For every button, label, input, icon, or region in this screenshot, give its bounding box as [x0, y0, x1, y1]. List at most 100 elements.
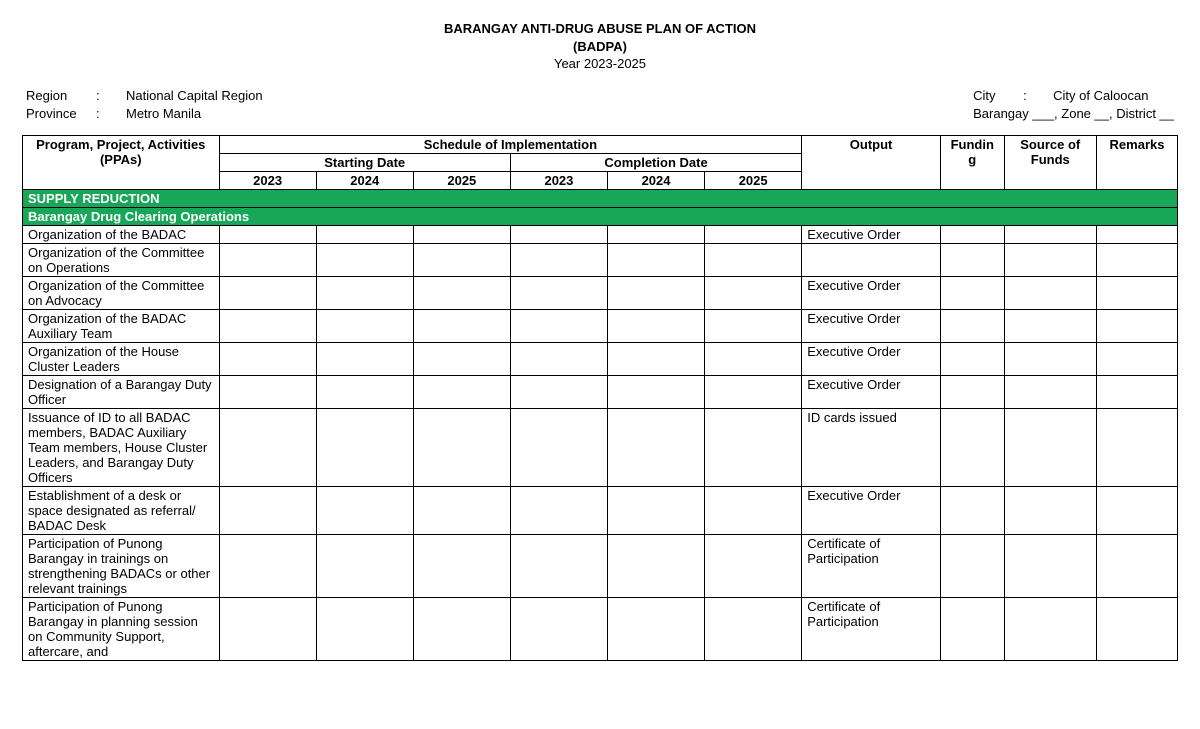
- cell-output: Executive Order: [802, 310, 941, 343]
- cell-s2023: [219, 487, 316, 535]
- cell-c2025: [705, 598, 802, 661]
- cell-c2025: [705, 487, 802, 535]
- province-value: Metro Manila: [126, 105, 201, 123]
- cell-s2025: [413, 310, 510, 343]
- cell-remarks: [1097, 310, 1178, 343]
- cell-c2025: [705, 277, 802, 310]
- badpa-table: Program, Project, Activities (PPAs) Sche…: [22, 135, 1178, 661]
- cell-c2024: [607, 487, 704, 535]
- region-label: Region: [26, 87, 96, 105]
- cell-funding: [940, 226, 1004, 244]
- th-start: Starting Date: [219, 154, 510, 172]
- cell-c2023: [510, 244, 607, 277]
- cell-s2025: [413, 376, 510, 409]
- cell-output: Executive Order: [802, 226, 941, 244]
- table-row: Organization of the BADACExecutive Order: [23, 226, 1178, 244]
- th-start-2023: 2023: [219, 172, 316, 190]
- cell-funding: [940, 409, 1004, 487]
- cell-s2024: [316, 535, 413, 598]
- cell-output: Executive Order: [802, 277, 941, 310]
- section-supply: SUPPLY REDUCTION: [23, 190, 1178, 208]
- cell-output: Executive Order: [802, 487, 941, 535]
- cell-c2024: [607, 598, 704, 661]
- cell-c2023: [510, 487, 607, 535]
- th-complete-2024: 2024: [607, 172, 704, 190]
- cell-s2023: [219, 277, 316, 310]
- th-ppa: Program, Project, Activities (PPAs): [23, 136, 220, 190]
- cell-output: Certificate of Participation: [802, 598, 941, 661]
- section-bdco: Barangay Drug Clearing Operations: [23, 208, 1178, 226]
- cell-c2024: [607, 409, 704, 487]
- cell-funding: [940, 277, 1004, 310]
- cell-ppa: Participation of Punong Barangay in plan…: [23, 598, 220, 661]
- table-row: Participation of Punong Barangay in trai…: [23, 535, 1178, 598]
- cell-c2025: [705, 343, 802, 376]
- title-line-2: (BADPA): [22, 38, 1178, 56]
- cell-c2024: [607, 244, 704, 277]
- cell-s2023: [219, 226, 316, 244]
- cell-output: ID cards issued: [802, 409, 941, 487]
- cell-ppa: Issuance of ID to all BADAC members, BAD…: [23, 409, 220, 487]
- colon: :: [1023, 87, 1053, 105]
- barangay-line: Barangay ___, Zone __, District __: [973, 105, 1174, 123]
- cell-ppa: Participation of Punong Barangay in trai…: [23, 535, 220, 598]
- cell-funding: [940, 535, 1004, 598]
- cell-c2023: [510, 535, 607, 598]
- meta-right: City : City of Caloocan Barangay ___, Zo…: [973, 87, 1174, 123]
- cell-funding: [940, 598, 1004, 661]
- cell-s2024: [316, 310, 413, 343]
- cell-output: Certificate of Participation: [802, 535, 941, 598]
- cell-funding: [940, 310, 1004, 343]
- province-label: Province: [26, 105, 96, 123]
- cell-c2025: [705, 376, 802, 409]
- th-output: Output: [802, 136, 941, 190]
- cell-remarks: [1097, 409, 1178, 487]
- cell-c2025: [705, 244, 802, 277]
- cell-c2024: [607, 535, 704, 598]
- cell-c2023: [510, 277, 607, 310]
- cell-c2024: [607, 226, 704, 244]
- cell-source: [1004, 226, 1096, 244]
- th-complete-2023: 2023: [510, 172, 607, 190]
- cell-s2025: [413, 277, 510, 310]
- cell-source: [1004, 277, 1096, 310]
- title-line-3: Year 2023-2025: [22, 55, 1178, 73]
- meta-left: Region : National Capital Region Provinc…: [26, 87, 263, 123]
- cell-s2025: [413, 487, 510, 535]
- cell-output: [802, 244, 941, 277]
- th-source: Source of Funds: [1004, 136, 1096, 190]
- table-head: Program, Project, Activities (PPAs) Sche…: [23, 136, 1178, 190]
- table-row: Organization of the Committee on Operati…: [23, 244, 1178, 277]
- cell-s2023: [219, 535, 316, 598]
- table-row: Participation of Punong Barangay in plan…: [23, 598, 1178, 661]
- cell-ppa: Organization of the House Cluster Leader…: [23, 343, 220, 376]
- cell-source: [1004, 598, 1096, 661]
- cell-ppa: Establishment of a desk or space designa…: [23, 487, 220, 535]
- document-title-block: BARANGAY ANTI-DRUG ABUSE PLAN OF ACTION …: [22, 20, 1178, 73]
- colon: :: [96, 105, 126, 123]
- cell-remarks: [1097, 277, 1178, 310]
- cell-s2024: [316, 409, 413, 487]
- cell-s2025: [413, 535, 510, 598]
- cell-source: [1004, 343, 1096, 376]
- cell-c2023: [510, 226, 607, 244]
- table-row: Organization of the Committee on Advocac…: [23, 277, 1178, 310]
- cell-s2024: [316, 598, 413, 661]
- cell-c2024: [607, 343, 704, 376]
- meta-row: Region : National Capital Region Provinc…: [22, 87, 1178, 123]
- cell-remarks: [1097, 343, 1178, 376]
- cell-source: [1004, 376, 1096, 409]
- city-value: City of Caloocan: [1053, 87, 1148, 105]
- cell-ppa: Organization of the BADAC Auxiliary Team: [23, 310, 220, 343]
- cell-s2025: [413, 343, 510, 376]
- cell-ppa: Organization of the Committee on Operati…: [23, 244, 220, 277]
- th-complete: Completion Date: [510, 154, 801, 172]
- cell-remarks: [1097, 598, 1178, 661]
- cell-ppa: Designation of a Barangay Duty Officer: [23, 376, 220, 409]
- cell-s2023: [219, 343, 316, 376]
- cell-source: [1004, 244, 1096, 277]
- cell-s2024: [316, 376, 413, 409]
- cell-funding: [940, 487, 1004, 535]
- cell-source: [1004, 310, 1096, 343]
- th-start-2025: 2025: [413, 172, 510, 190]
